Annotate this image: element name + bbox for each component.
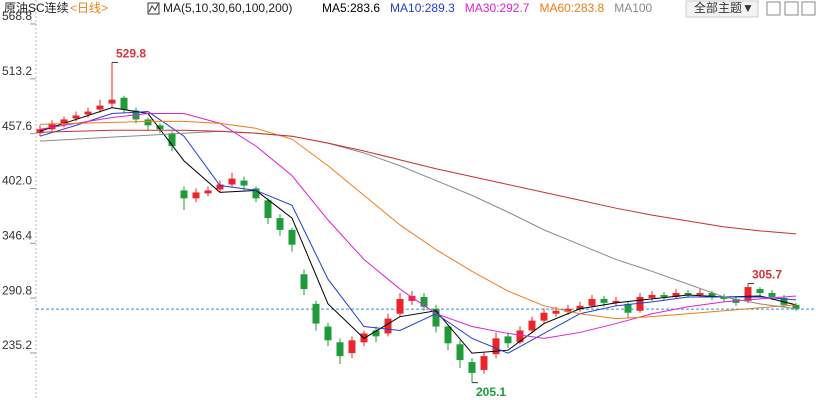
candle-body	[456, 344, 464, 361]
candle-body	[468, 362, 476, 373]
y-tick-label: 235.2	[2, 338, 32, 352]
candle-body	[48, 123, 56, 130]
candle-body	[120, 97, 128, 110]
candle-body	[744, 287, 752, 301]
candle-body	[588, 298, 596, 306]
candle-body	[216, 184, 224, 190]
candle-body	[204, 190, 212, 194]
candle-body	[504, 336, 512, 344]
period[interactable]: <日线>	[70, 1, 108, 15]
annotation-label: 529.8	[116, 47, 146, 61]
candle-body	[312, 303, 320, 324]
candle-body	[432, 308, 440, 327]
candle-body	[444, 326, 452, 344]
close-icon[interactable]	[801, 1, 816, 16]
theme-label: 全部主题▼	[694, 0, 754, 15]
candle-body	[612, 300, 620, 303]
annotation-label: 205.1	[476, 385, 506, 399]
candle-body	[336, 342, 344, 357]
ma-line	[39, 130, 797, 310]
candle-body	[72, 115, 80, 119]
candle-body	[540, 312, 548, 321]
candle-body	[288, 229, 296, 245]
y-tick-label: 290.8	[2, 283, 32, 297]
settings-icon[interactable]	[784, 1, 799, 16]
candle-body	[528, 320, 536, 331]
candle-body	[372, 330, 380, 337]
legend-entry: MA30:292.7	[465, 1, 530, 15]
candle-body	[600, 298, 608, 303]
y-tick-label: 568.8	[2, 9, 32, 23]
candle-body	[180, 190, 188, 199]
theme-button[interactable]	[685, 0, 759, 18]
candle-body	[228, 178, 236, 185]
y-tick-label: 513.2	[2, 64, 32, 78]
candle-body	[564, 308, 572, 312]
candle-body	[624, 303, 632, 313]
candle-body	[516, 330, 524, 343]
candle-body	[756, 289, 764, 293]
candle-body	[720, 296, 728, 299]
candle-body	[492, 338, 500, 355]
candle-body	[84, 111, 92, 115]
expand-icon[interactable]	[766, 1, 781, 16]
ma-icon-line	[148, 3, 159, 13]
candle-body	[60, 119, 68, 125]
candle-body	[420, 296, 428, 307]
top-bar: 原油SC连续 <日线> MA(5,10,30,60,100,200) 全部主题▼	[4, 0, 816, 18]
candle-body	[792, 304, 800, 309]
ma-line	[39, 111, 797, 354]
candle-body	[396, 298, 404, 314]
ma-line	[39, 107, 797, 354]
y-tick-label: 457.6	[2, 119, 32, 133]
candle-body	[300, 274, 308, 290]
candle-body	[768, 292, 776, 297]
candle-body	[696, 292, 704, 295]
ma-line	[39, 113, 797, 339]
candle-body	[108, 99, 116, 104]
candle-body	[480, 356, 488, 370]
candle-body	[264, 200, 272, 219]
candle-body	[552, 310, 560, 314]
instrument: 原油SC连续	[4, 0, 69, 15]
candle-body	[660, 294, 668, 297]
candle-body	[648, 294, 656, 298]
ma-line	[39, 120, 797, 320]
ma-label: MA(5,10,30,60,100,200)	[163, 1, 292, 15]
candle-body	[348, 340, 356, 354]
candle-body	[408, 295, 416, 301]
candle-body	[156, 125, 164, 130]
candle-body	[240, 180, 248, 186]
legend-entry: MA5:283.6	[322, 1, 380, 15]
candle-body	[96, 105, 104, 110]
ma-icon[interactable]	[147, 2, 160, 15]
candle-body	[576, 305, 584, 309]
candle-body	[384, 318, 392, 334]
legend-entry: MA100	[614, 1, 652, 15]
candle-body	[168, 133, 176, 147]
candle-body	[636, 296, 644, 311]
candle-body	[684, 292, 692, 295]
candle-body	[192, 192, 200, 199]
legend-entry: MA60:283.8	[539, 1, 604, 15]
ma-line	[39, 129, 797, 235]
candle-body	[144, 119, 152, 126]
candle-body	[252, 188, 260, 199]
candle-body	[276, 218, 284, 230]
y-tick-label: 346.4	[2, 228, 32, 242]
candle-body	[324, 326, 332, 341]
legend-entry: MA10:289.3	[390, 1, 455, 15]
y-tick-label: 402.0	[2, 174, 32, 188]
candle-body	[708, 292, 716, 297]
candle-body	[672, 292, 680, 297]
annotation-label: 305.7	[752, 268, 782, 282]
